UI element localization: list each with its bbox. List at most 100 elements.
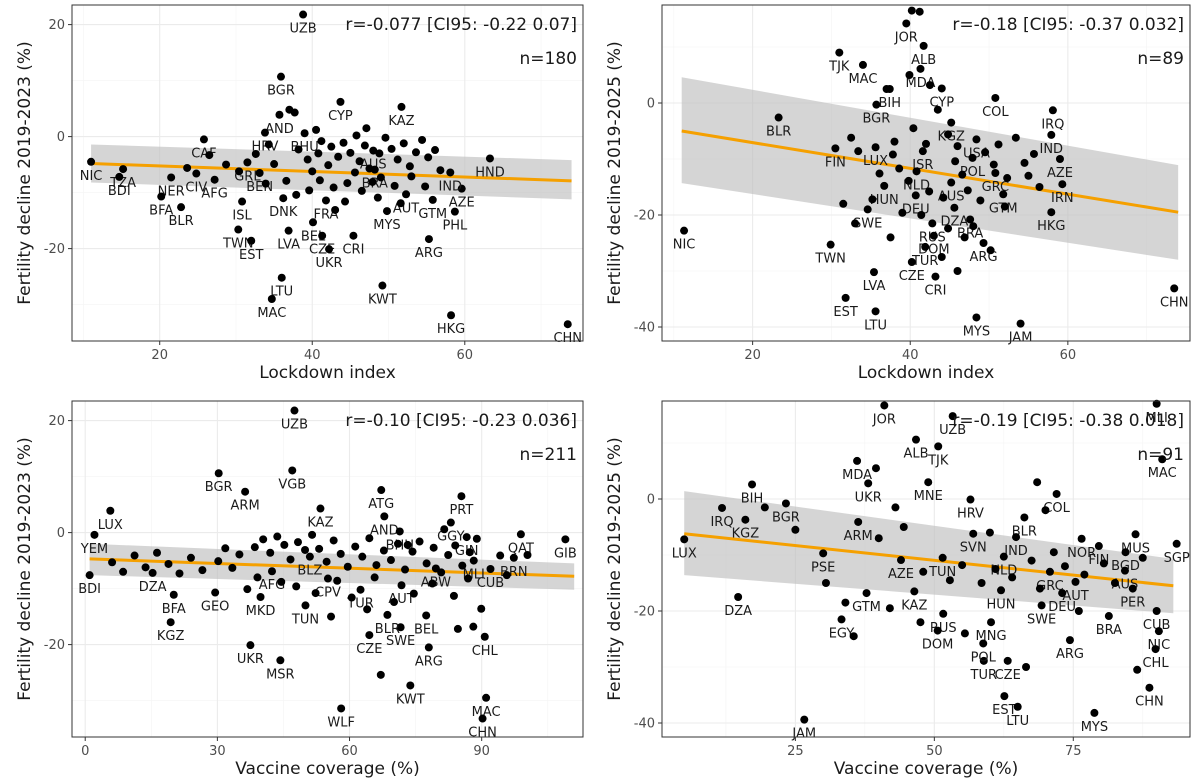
data-point xyxy=(309,218,318,227)
point-label: VGB xyxy=(278,477,306,492)
data-point xyxy=(446,168,455,177)
data-point xyxy=(1003,656,1012,665)
data-point xyxy=(1058,589,1067,598)
data-point xyxy=(969,222,978,231)
data-point xyxy=(929,231,938,240)
data-point xyxy=(1049,548,1058,557)
data-point xyxy=(899,523,908,531)
data-point xyxy=(186,553,195,562)
data-point xyxy=(950,203,959,212)
data-point xyxy=(960,629,969,638)
point-label: BLZ xyxy=(297,564,322,579)
x-tick-label: 40 xyxy=(304,348,321,363)
data-point xyxy=(871,464,880,473)
data-point xyxy=(486,565,495,573)
point-label: DEU xyxy=(902,202,930,217)
data-point xyxy=(396,199,405,208)
data-point xyxy=(680,226,689,235)
point-label: IRQ xyxy=(1041,117,1064,132)
data-point xyxy=(944,224,953,233)
point-label: ALB xyxy=(903,447,928,462)
point-label: UZB xyxy=(281,418,308,433)
data-point xyxy=(464,574,473,583)
data-point xyxy=(90,530,99,539)
data-point xyxy=(853,456,862,465)
regression-line xyxy=(684,532,1174,588)
data-point xyxy=(947,118,956,127)
data-point xyxy=(377,486,386,495)
data-point xyxy=(119,567,128,576)
data-point xyxy=(1065,636,1074,645)
point-label: TWN xyxy=(222,237,254,252)
data-point xyxy=(718,503,727,512)
point-label: TWN xyxy=(814,252,846,267)
data-point xyxy=(1138,553,1147,562)
data-point xyxy=(917,211,926,219)
data-point xyxy=(214,469,223,478)
point-label: ALB xyxy=(911,53,936,68)
data-point xyxy=(997,586,1006,595)
data-point xyxy=(148,568,157,577)
data-point xyxy=(401,565,410,574)
data-point xyxy=(1071,577,1080,586)
data-point xyxy=(871,307,880,316)
point-label: MAC xyxy=(1148,466,1177,481)
data-point xyxy=(953,267,962,275)
point-label: UZB xyxy=(290,22,317,37)
data-point xyxy=(299,10,308,19)
data-point xyxy=(247,236,256,245)
data-point xyxy=(327,612,336,621)
scatter-panel-3: 0 30 60 90 -20 0 20 UZB BGR VGB ARM ATG PRT LUX KAZ AND… xyxy=(15,400,584,779)
data-point xyxy=(1090,708,1099,717)
data-point xyxy=(741,515,750,524)
point-label: MSR xyxy=(266,667,295,682)
y-tick-label: -40 xyxy=(634,321,655,336)
data-point xyxy=(235,167,244,176)
y-axis-label: Fertility decline 2019-2025 (%) xyxy=(605,41,625,304)
point-label: BGR xyxy=(267,84,295,99)
data-point xyxy=(437,568,446,577)
y-tick-label: -20 xyxy=(44,638,65,653)
point-label: LVA xyxy=(863,279,886,294)
data-point xyxy=(947,178,956,187)
y-tick-label: -40 xyxy=(634,717,655,732)
data-point xyxy=(912,167,921,176)
point-label: CHL xyxy=(1142,656,1169,671)
data-point xyxy=(280,540,289,549)
point-label: KGZ xyxy=(937,130,965,145)
data-point xyxy=(169,590,178,599)
point-label: TUN xyxy=(291,612,319,627)
data-point xyxy=(849,632,858,641)
data-point xyxy=(355,157,364,166)
data-point xyxy=(308,530,317,539)
data-point xyxy=(911,435,920,444)
data-point xyxy=(915,7,924,16)
data-point xyxy=(246,641,255,650)
data-point xyxy=(421,182,430,191)
data-point xyxy=(888,150,897,159)
data-point xyxy=(1037,601,1046,610)
data-point xyxy=(469,622,478,631)
data-point xyxy=(356,585,365,594)
data-point xyxy=(106,506,115,515)
point-label: MKD xyxy=(246,604,276,619)
data-point xyxy=(288,466,297,475)
data-point xyxy=(1152,399,1161,408)
data-point xyxy=(327,142,336,151)
data-point xyxy=(324,161,333,170)
data-point xyxy=(1120,566,1129,575)
data-point xyxy=(175,569,184,578)
y-tick-label: 0 xyxy=(647,97,655,112)
data-point xyxy=(502,571,511,580)
data-point xyxy=(1055,155,1064,163)
data-point xyxy=(294,145,303,154)
point-label: LUX xyxy=(98,518,123,533)
point-label: POL xyxy=(960,165,986,180)
data-point xyxy=(1151,645,1160,654)
point-label: KGZ xyxy=(732,527,760,542)
data-point xyxy=(251,149,260,158)
x-tick-label: 30 xyxy=(209,744,226,759)
regression-line xyxy=(681,129,1179,214)
data-point xyxy=(979,639,988,648)
data-point xyxy=(323,574,332,583)
